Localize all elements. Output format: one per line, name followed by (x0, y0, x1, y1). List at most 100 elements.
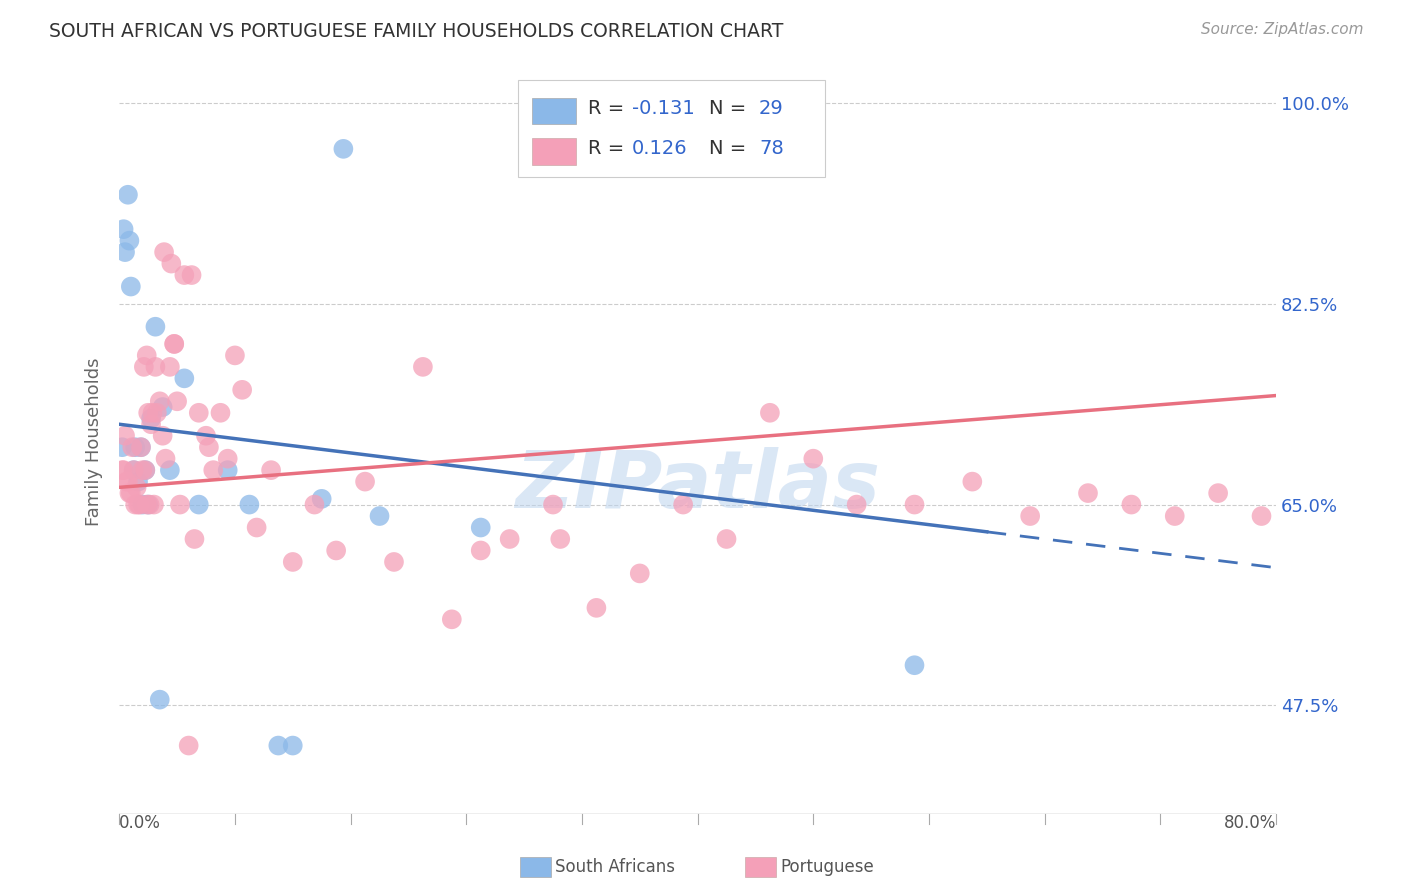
Point (134, 463, 156, 477)
Point (163, 337, 186, 351)
Point (412, 359, 434, 374)
Point (311, 491, 333, 506)
Point (121, 440, 143, 454)
Point (246, 520, 269, 534)
Point (1121, 498, 1143, 512)
Point (111, 463, 134, 477)
Point (903, 658, 925, 673)
Point (260, 463, 283, 477)
FancyBboxPatch shape (533, 138, 576, 165)
Point (304, 498, 326, 512)
Point (209, 406, 232, 420)
Point (1019, 509, 1042, 524)
Point (166, 394, 188, 409)
Point (152, 428, 174, 442)
Point (146, 406, 169, 420)
Point (173, 371, 195, 385)
Point (180, 268, 202, 282)
Text: R =: R = (588, 98, 630, 118)
Point (111, 440, 134, 454)
Point (155, 451, 177, 466)
Point (1077, 486, 1099, 500)
Point (325, 543, 347, 558)
Point (238, 498, 260, 512)
Point (132, 359, 155, 374)
Point (135, 498, 157, 512)
Point (470, 520, 492, 534)
Point (141, 406, 163, 420)
Point (114, 428, 136, 442)
Point (195, 428, 218, 442)
Point (801, 451, 824, 466)
Point (1250, 509, 1272, 524)
Point (122, 463, 145, 477)
Point (117, 187, 139, 202)
Point (159, 463, 181, 477)
Text: 80.0%: 80.0% (1223, 814, 1277, 832)
Point (198, 440, 221, 454)
Point (672, 498, 695, 512)
Point (135, 348, 157, 362)
Point (548, 532, 571, 546)
Point (202, 463, 225, 477)
Point (267, 739, 290, 753)
Text: Portuguese: Portuguese (780, 858, 875, 876)
Point (224, 348, 246, 362)
Point (112, 463, 135, 477)
Point (115, 475, 138, 489)
Point (1164, 509, 1187, 524)
Point (136, 406, 159, 420)
Point (1337, 279, 1360, 293)
Text: R =: R = (588, 139, 630, 158)
Point (177, 739, 200, 753)
Point (160, 257, 183, 271)
Point (134, 463, 156, 477)
Point (498, 532, 520, 546)
Text: 29: 29 (759, 98, 783, 118)
Point (187, 406, 209, 420)
Point (382, 555, 405, 569)
Point (153, 245, 176, 260)
Point (114, 245, 136, 260)
FancyBboxPatch shape (519, 79, 825, 177)
Point (183, 532, 205, 546)
Point (845, 498, 868, 512)
Point (716, 532, 738, 546)
Point (1381, 498, 1403, 512)
Y-axis label: Family Households: Family Households (86, 357, 103, 525)
Point (368, 509, 391, 524)
Point (470, 543, 492, 558)
Text: -0.131: -0.131 (631, 98, 695, 118)
Point (136, 498, 159, 512)
Point (541, 498, 564, 512)
Point (127, 475, 149, 489)
Point (120, 279, 142, 293)
Point (118, 234, 141, 248)
Point (118, 486, 141, 500)
Point (962, 475, 984, 489)
Point (173, 268, 195, 282)
Point (131, 463, 153, 477)
Point (903, 498, 925, 512)
Point (281, 739, 304, 753)
Point (124, 498, 146, 512)
Point (585, 600, 607, 615)
Point (129, 440, 152, 454)
Point (149, 692, 172, 706)
Point (122, 463, 145, 477)
Point (145, 359, 167, 374)
Point (112, 222, 135, 236)
Text: 0.126: 0.126 (631, 139, 688, 158)
Point (120, 486, 142, 500)
Text: 78: 78 (759, 139, 783, 158)
Point (128, 498, 150, 512)
Text: N =: N = (709, 139, 752, 158)
Point (139, 417, 162, 432)
Point (152, 400, 174, 414)
Text: N =: N = (709, 98, 752, 118)
Point (1206, 486, 1229, 500)
Point (127, 498, 149, 512)
Point (163, 337, 186, 351)
Point (281, 555, 304, 569)
Point (440, 612, 463, 626)
